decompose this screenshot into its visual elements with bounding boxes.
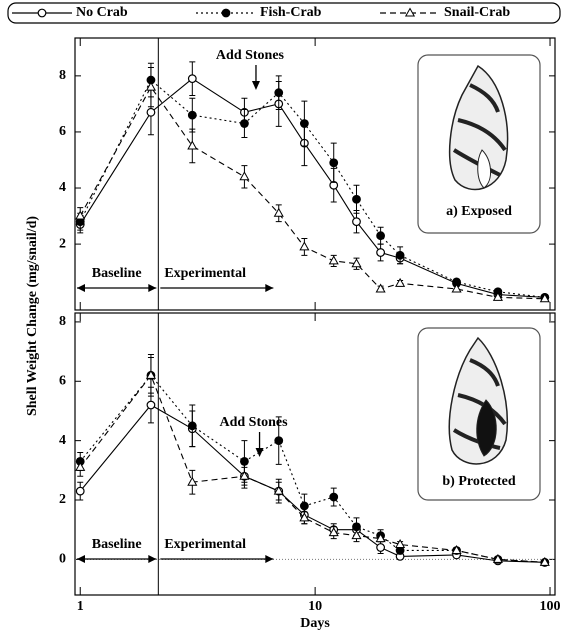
marker bbox=[395, 539, 406, 549]
y-tick-label: 8 bbox=[59, 68, 66, 83]
arrow-head bbox=[77, 284, 157, 292]
phase-label: Experimental bbox=[164, 537, 246, 552]
marker bbox=[451, 283, 462, 293]
marker bbox=[351, 530, 362, 540]
marker bbox=[351, 258, 362, 268]
annotation: Add Stones bbox=[216, 48, 285, 63]
marker bbox=[492, 553, 503, 563]
y-tick-label: 2 bbox=[59, 492, 66, 507]
marker bbox=[395, 250, 405, 260]
marker bbox=[274, 88, 284, 98]
marker bbox=[375, 283, 386, 293]
arrow-head bbox=[255, 448, 264, 457]
legend-label: Snail-Crab bbox=[444, 5, 510, 20]
legend-label: No Crab bbox=[76, 5, 128, 20]
y-tick-label: 6 bbox=[59, 373, 66, 388]
marker bbox=[240, 457, 249, 466]
marker bbox=[395, 277, 406, 287]
marker bbox=[146, 107, 156, 117]
marker bbox=[273, 485, 284, 495]
arrow-head bbox=[77, 555, 157, 563]
phase-label: Baseline bbox=[92, 537, 142, 552]
y-tick-label: 2 bbox=[59, 236, 66, 251]
marker bbox=[299, 512, 310, 522]
marker bbox=[451, 544, 462, 554]
legend-marker bbox=[404, 7, 416, 17]
legend-marker bbox=[37, 8, 47, 18]
marker bbox=[187, 476, 198, 486]
legend-box bbox=[7, 2, 561, 24]
y-tick-label: 4 bbox=[59, 180, 66, 195]
x-tick-label: 100 bbox=[540, 599, 561, 614]
shell-picture-exposed bbox=[417, 54, 541, 234]
marker bbox=[299, 501, 309, 511]
phase-label: Baseline bbox=[92, 266, 142, 281]
marker bbox=[75, 210, 86, 220]
marker bbox=[273, 207, 284, 217]
marker bbox=[187, 421, 197, 431]
annotation: Add Stones bbox=[220, 415, 289, 430]
marker bbox=[274, 436, 284, 446]
marker bbox=[146, 400, 156, 410]
y-tick-label: 8 bbox=[59, 314, 66, 329]
marker bbox=[376, 231, 386, 241]
legend-label: Fish-Crab bbox=[260, 5, 322, 20]
marker bbox=[539, 556, 550, 566]
y-tick-label: 6 bbox=[59, 124, 66, 139]
x-axis-label: Days bbox=[300, 616, 330, 631]
y-axis-label: Shell Weight Change (mg/snail/d) bbox=[25, 216, 40, 416]
arrow-head bbox=[251, 81, 260, 90]
panel-label: a) Exposed bbox=[446, 204, 512, 219]
marker bbox=[352, 217, 361, 227]
marker bbox=[145, 81, 156, 91]
marker bbox=[187, 140, 198, 150]
marker bbox=[299, 241, 310, 251]
marker bbox=[375, 533, 386, 543]
phase-label: Experimental bbox=[164, 266, 246, 281]
marker bbox=[75, 486, 85, 496]
marker bbox=[328, 527, 339, 537]
arrow-head bbox=[265, 555, 274, 563]
marker bbox=[376, 543, 386, 552]
marker bbox=[492, 291, 503, 301]
marker bbox=[539, 293, 550, 303]
x-tick-label: 10 bbox=[308, 599, 322, 614]
marker bbox=[299, 119, 309, 128]
marker bbox=[75, 461, 86, 471]
marker bbox=[187, 74, 197, 84]
marker bbox=[329, 158, 339, 168]
marker bbox=[187, 110, 197, 120]
marker bbox=[240, 119, 249, 128]
y-tick-label: 0 bbox=[59, 552, 66, 567]
arrow-head bbox=[265, 284, 274, 292]
marker bbox=[376, 248, 386, 257]
x-tick-label: 1 bbox=[77, 599, 84, 614]
marker bbox=[329, 492, 339, 502]
marker bbox=[145, 369, 156, 379]
marker bbox=[352, 194, 361, 204]
marker bbox=[239, 470, 250, 480]
marker bbox=[328, 255, 339, 265]
panel-label: b) Protected bbox=[442, 474, 515, 489]
marker bbox=[239, 171, 250, 181]
y-tick-label: 4 bbox=[59, 433, 66, 448]
legend-marker bbox=[221, 8, 231, 18]
shell-picture-protected bbox=[417, 327, 541, 501]
